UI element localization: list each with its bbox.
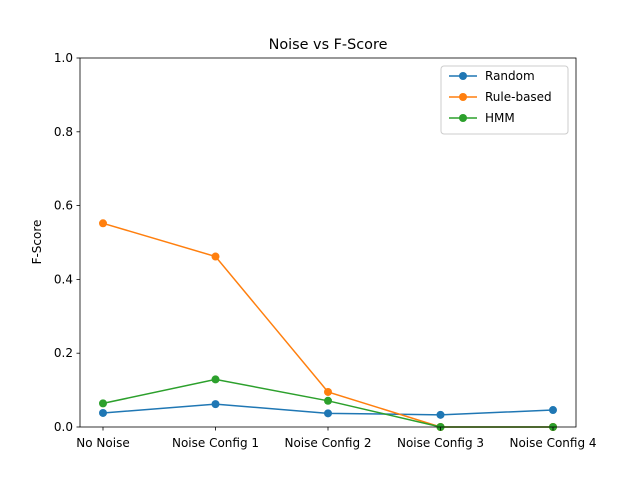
x-tick-label: No Noise bbox=[76, 436, 129, 450]
data-point-0-0 bbox=[99, 408, 107, 417]
y-tick-label: 1.0 bbox=[54, 51, 73, 65]
legend-label-1: Rule-based bbox=[485, 90, 552, 104]
data-point-1-1 bbox=[211, 252, 220, 261]
data-point-1-2 bbox=[324, 387, 332, 396]
data-point-2-2 bbox=[324, 396, 332, 405]
y-tick-label: 0.2 bbox=[54, 346, 73, 360]
legend-marker-1 bbox=[459, 93, 467, 101]
data-point-2-1 bbox=[211, 375, 220, 384]
y-tick-label: 0.6 bbox=[54, 199, 73, 213]
x-tick-label: Noise Config 4 bbox=[509, 436, 596, 450]
data-point-0-3 bbox=[436, 410, 445, 419]
legend-marker-0 bbox=[459, 72, 467, 80]
data-point-0-4 bbox=[549, 406, 557, 415]
legend-box bbox=[440, 65, 569, 135]
data-point-0-1 bbox=[211, 400, 220, 409]
y-tick-label: 0.4 bbox=[54, 272, 73, 286]
data-point-1-0 bbox=[99, 219, 107, 228]
legend-label-0: Random bbox=[485, 69, 535, 83]
x-tick-label: Noise Config 2 bbox=[284, 436, 371, 450]
legend-label-2: HMM bbox=[485, 111, 515, 125]
x-tick-label: Noise Config 1 bbox=[172, 436, 259, 450]
data-point-0-2 bbox=[324, 409, 332, 418]
chart-title: Noise vs F-Score bbox=[269, 37, 388, 53]
legend-marker-2 bbox=[459, 114, 467, 122]
x-tick-label: Noise Config 3 bbox=[397, 436, 484, 450]
y-tick-label: 0.0 bbox=[54, 420, 73, 434]
data-point-2-0 bbox=[99, 399, 107, 408]
y-tick-label: 0.8 bbox=[54, 125, 73, 139]
y-axis-label: F-Score bbox=[30, 220, 44, 265]
